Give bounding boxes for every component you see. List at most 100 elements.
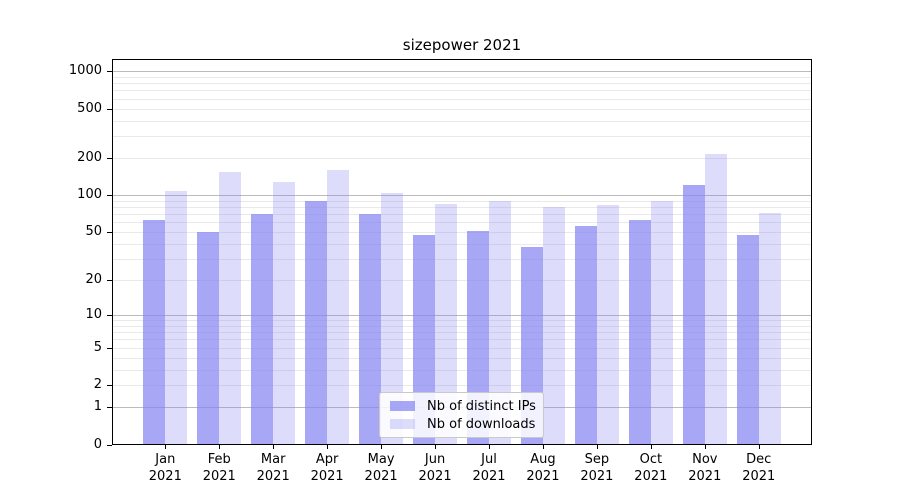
x-tick-year: 2021 — [418, 468, 452, 484]
y-tick-mark — [107, 407, 112, 409]
minor-gridline — [113, 157, 811, 159]
x-tick-mark — [273, 445, 275, 449]
x-tick-year: 2021 — [202, 468, 236, 484]
y-tick-mark — [107, 347, 112, 349]
bar-oct-downloads — [650, 201, 673, 444]
minor-gridline — [113, 90, 811, 92]
bar-mar-downloads — [273, 181, 296, 444]
minor-gridline — [113, 332, 811, 334]
x-tick-mark — [165, 445, 167, 449]
minor-gridline — [113, 258, 811, 260]
minor-gridline — [113, 385, 811, 387]
bar-sep-downloads — [596, 205, 619, 444]
x-tick-label-nov: Nov 2021 — [673, 452, 737, 485]
y-tick-mark — [107, 444, 112, 446]
x-tick-label-dec: Dec 2021 — [727, 452, 791, 485]
bar-jan-distinct-ips — [143, 219, 166, 444]
y-tick-label: 0 — [93, 436, 102, 452]
minor-gridline — [113, 243, 811, 245]
minor-gridline — [113, 232, 811, 234]
y-tick-label: 20 — [85, 272, 102, 288]
y-tick-label: 1000 — [68, 63, 102, 79]
minor-gridline — [113, 214, 811, 216]
y-tick-label: 2 — [93, 377, 102, 393]
legend-label-distinct-ips: Nb of distinct IPs — [427, 398, 536, 414]
plot-area — [112, 59, 812, 445]
x-tick-mark — [704, 445, 706, 449]
x-tick-year: 2021 — [526, 468, 560, 484]
minor-gridline — [113, 83, 811, 85]
x-tick-month: Jan — [155, 452, 176, 467]
bar-nov-downloads — [704, 154, 727, 444]
x-tick-month: Dec — [746, 452, 772, 467]
x-tick-label-jan: Jan 2021 — [133, 452, 197, 485]
major-gridline — [113, 71, 811, 73]
x-tick-label-aug: Aug 2021 — [511, 452, 575, 485]
major-gridline — [113, 314, 811, 316]
minor-gridline — [113, 357, 811, 359]
y-tick-label: 200 — [77, 149, 102, 165]
legend-label-downloads: Nb of downloads — [427, 416, 536, 432]
x-tick-label-jul: Jul 2021 — [457, 452, 521, 485]
bar-may-distinct-ips — [359, 214, 382, 444]
x-tick-mark — [542, 445, 544, 449]
x-tick-label-sep: Sep 2021 — [565, 452, 629, 485]
x-tick-year: 2021 — [148, 468, 182, 484]
y-tick-label: 100 — [77, 187, 102, 203]
minor-gridline — [113, 320, 811, 322]
x-tick-year: 2021 — [472, 468, 506, 484]
x-tick-year: 2021 — [742, 468, 776, 484]
y-tick-label: 500 — [77, 100, 102, 116]
y-tick-label: 50 — [85, 224, 102, 240]
x-tick-year: 2021 — [634, 468, 668, 484]
minor-gridline — [113, 207, 811, 209]
bar-oct-distinct-ips — [628, 219, 651, 444]
y-tick-mark — [107, 195, 112, 197]
x-tick-label-feb: Feb 2021 — [187, 452, 251, 485]
minor-gridline — [113, 280, 811, 282]
minor-gridline — [113, 120, 811, 122]
x-tick-month: Jun — [424, 452, 446, 467]
bar-nov-distinct-ips — [682, 185, 705, 444]
minor-gridline — [113, 136, 811, 138]
minor-gridline — [113, 325, 811, 327]
x-tick-mark — [758, 445, 760, 449]
x-tick-month: Oct — [639, 452, 663, 467]
minor-gridline — [113, 347, 811, 349]
y-tick-mark — [107, 71, 112, 73]
bar-jan-downloads — [165, 190, 188, 444]
x-tick-mark — [489, 445, 490, 449]
x-tick-label-may: May 2021 — [349, 452, 413, 485]
x-tick-label-oct: Oct 2021 — [619, 452, 683, 485]
x-tick-label-mar: Mar 2021 — [241, 452, 305, 485]
y-tick-label: 5 — [93, 339, 102, 355]
x-tick-month: Sep — [584, 452, 610, 467]
y-tick-mark — [107, 280, 112, 282]
x-tick-year: 2021 — [688, 468, 722, 484]
y-tick-mark — [107, 157, 112, 159]
major-gridline — [113, 195, 811, 197]
bar-jun-downloads — [435, 203, 458, 444]
minor-gridline — [113, 98, 811, 100]
y-tick-mark — [107, 108, 112, 110]
x-tick-mark — [435, 445, 437, 449]
x-tick-mark — [650, 445, 652, 449]
legend-swatch-downloads-icon — [390, 419, 415, 429]
x-tick-year: 2021 — [310, 468, 344, 484]
x-tick-label-apr: Apr 2021 — [295, 452, 359, 485]
x-tick-label-jun: Jun 2021 — [403, 452, 467, 485]
x-tick-month: Mar — [260, 452, 286, 467]
legend-swatch-distinct-ips-icon — [390, 401, 415, 411]
bar-dec-downloads — [758, 212, 781, 444]
chart-title: sizepower 2021 — [402, 36, 522, 54]
bar-aug-downloads — [542, 207, 565, 444]
x-tick-mark — [596, 445, 598, 449]
legend-item-downloads: Nb of downloads — [390, 417, 535, 432]
bar-sep-distinct-ips — [574, 226, 597, 444]
y-tick-label: 10 — [85, 306, 102, 322]
x-tick-month: Apr — [315, 452, 339, 467]
x-tick-mark — [381, 445, 383, 449]
bar-jul-distinct-ips — [467, 231, 489, 444]
bar-dec-distinct-ips — [736, 235, 759, 444]
y-tick-mark — [107, 232, 112, 234]
